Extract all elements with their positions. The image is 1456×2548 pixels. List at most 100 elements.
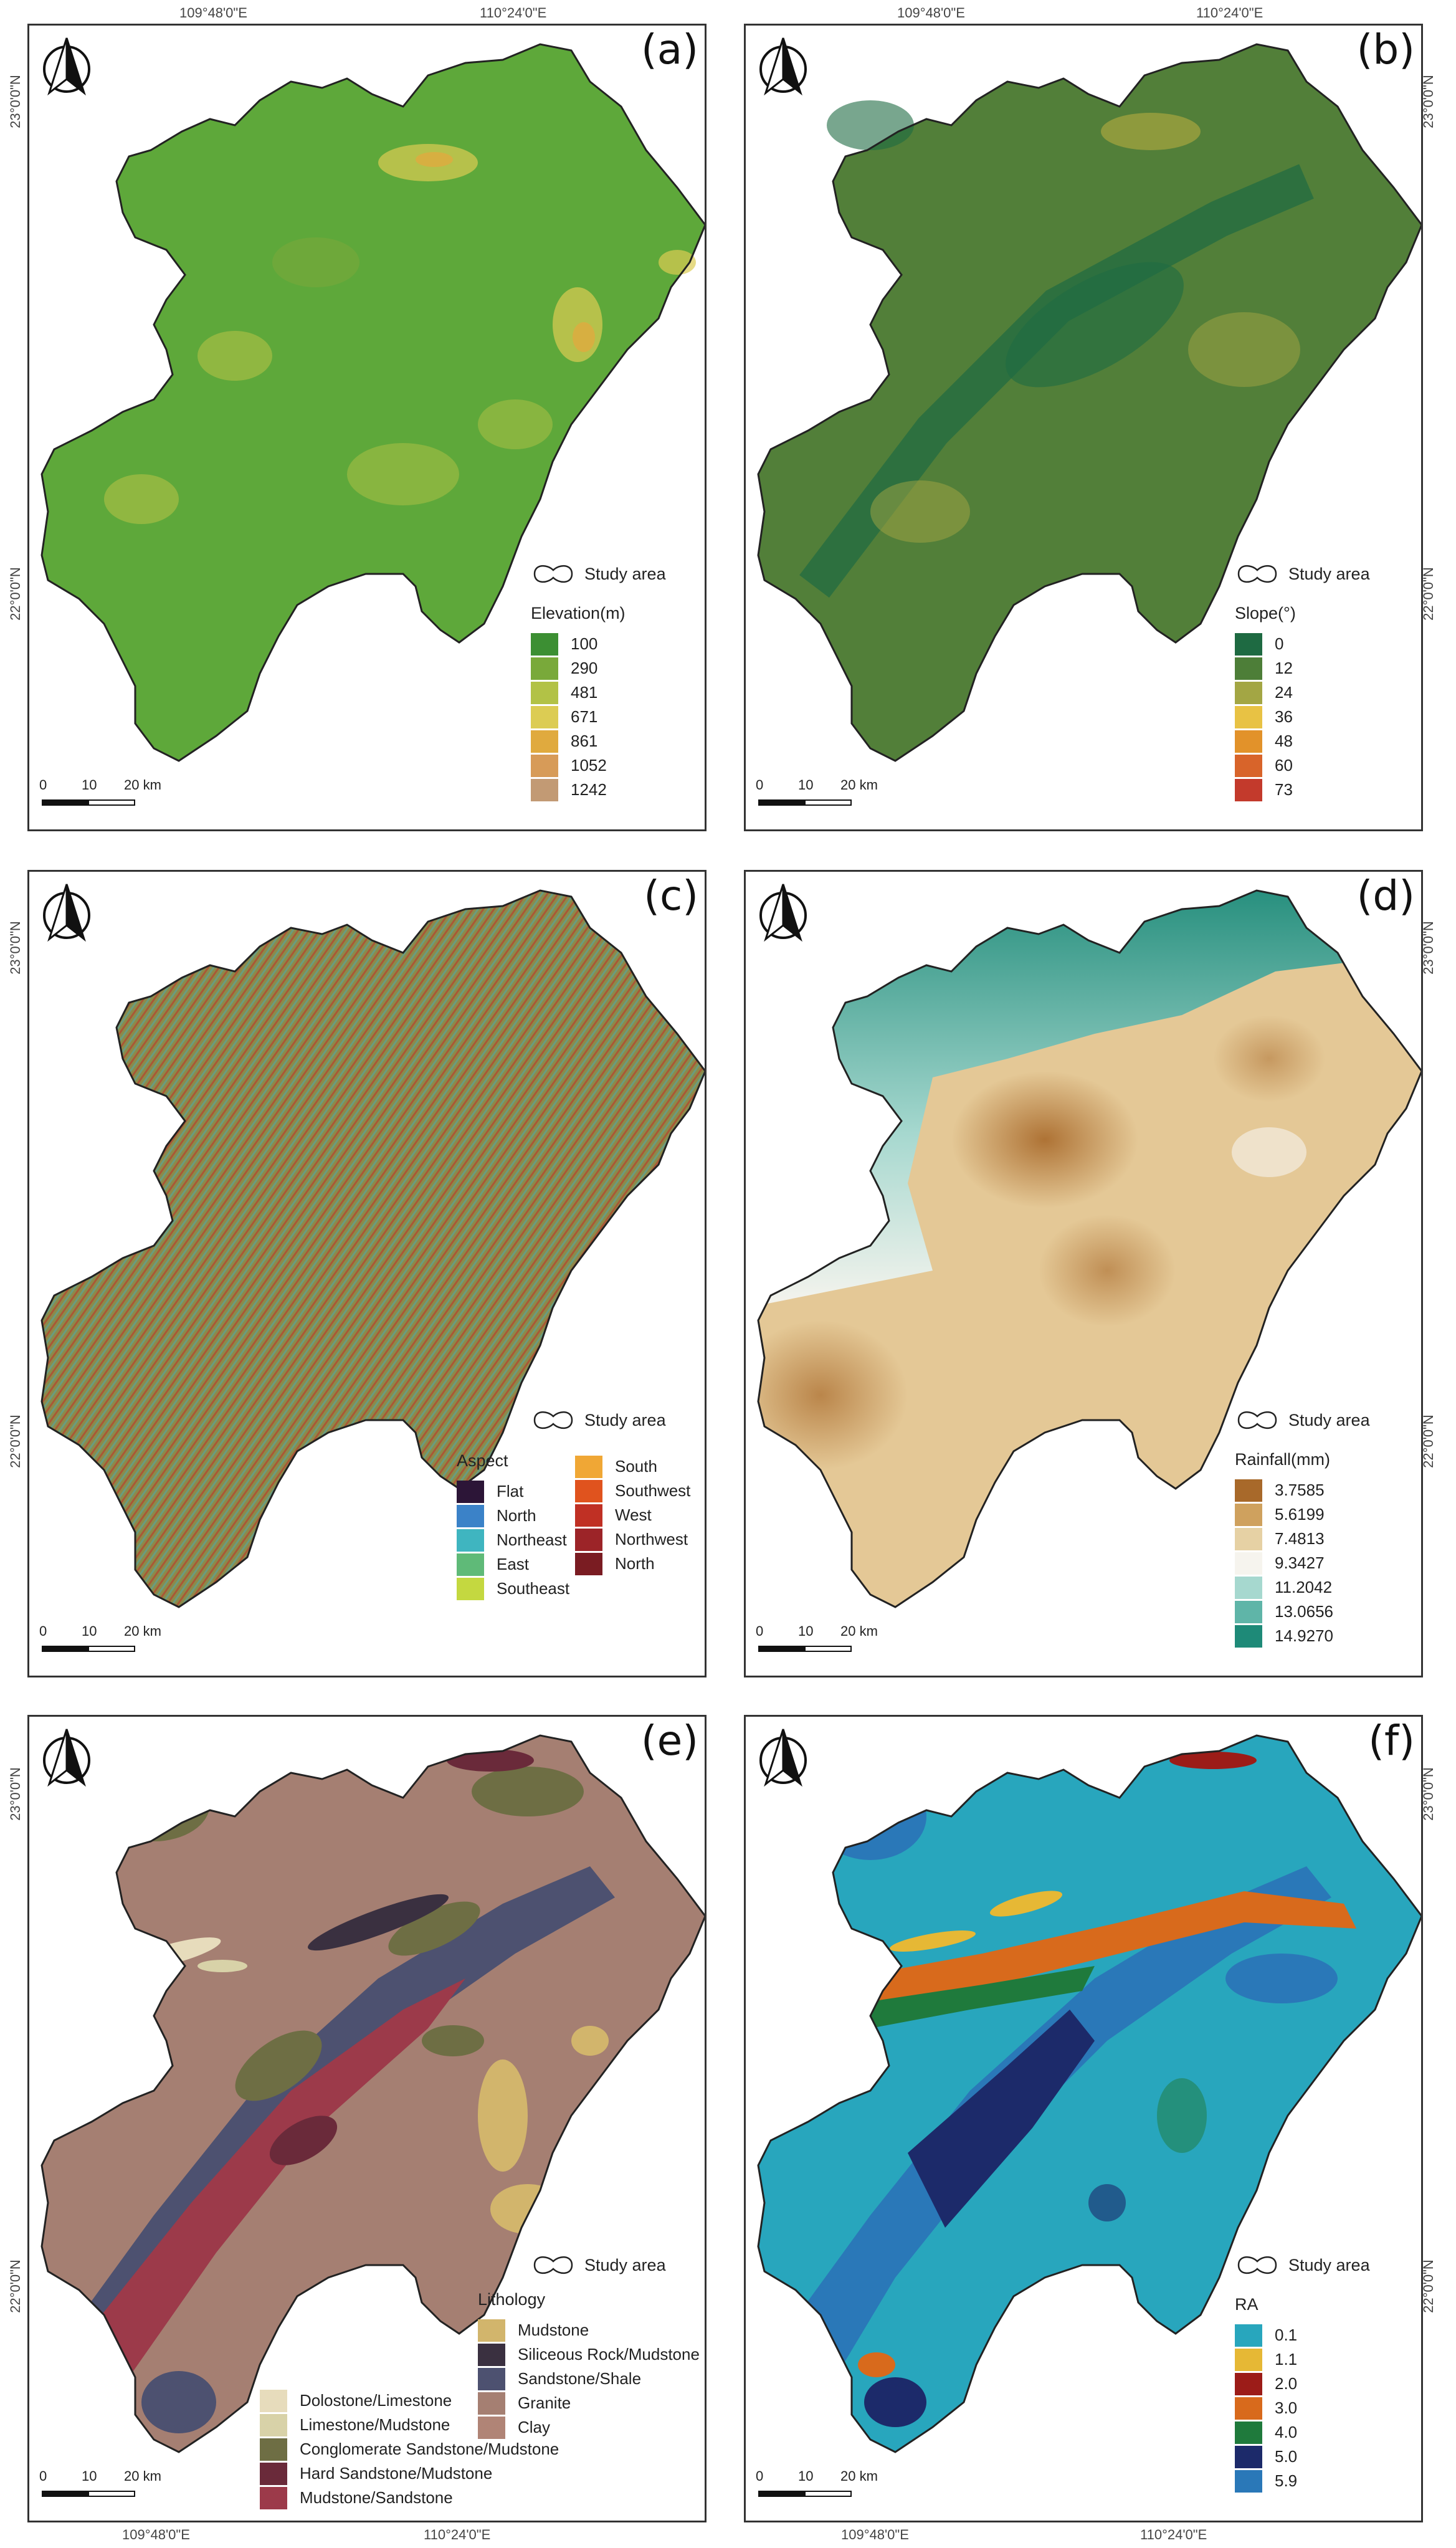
rainfall-legend-label: 13.0656 bbox=[1275, 1602, 1333, 1621]
lithology-legend-row: Siliceous Rock/Mudstone bbox=[478, 2342, 700, 2367]
elevation-legend-label: 671 bbox=[571, 707, 598, 726]
lithology-legend-row: Mudstone/Sandstone bbox=[260, 2486, 559, 2510]
scale-0: 0 bbox=[39, 2468, 47, 2484]
slope-map bbox=[757, 37, 1421, 762]
scale-bar-f: 0 10 20 km bbox=[753, 2468, 878, 2506]
scale-10: 10 bbox=[82, 777, 97, 793]
panel-label-b: (b) bbox=[1356, 26, 1415, 74]
legend-items-a: 100 290 481 671 861 1052 1242 bbox=[531, 632, 626, 802]
rainfall-legend-swatch bbox=[1235, 1479, 1262, 1502]
scale-20: 20 km bbox=[840, 777, 878, 793]
lithology-legend-swatch bbox=[260, 2462, 287, 2485]
panel-label-f: (f) bbox=[1368, 1717, 1415, 1765]
aspect-legend-label: North bbox=[615, 1554, 655, 1573]
slope-legend-label: 24 bbox=[1275, 683, 1293, 702]
rainfall-map bbox=[757, 884, 1421, 1608]
study-area-label: Study area bbox=[1288, 1410, 1370, 1429]
aspect-legend-label: North bbox=[497, 1506, 536, 1525]
aspect-legend-row: Northwest bbox=[575, 1527, 690, 1552]
scale-bar-b: 0 10 20 km bbox=[753, 777, 878, 814]
lithology-legend-swatch bbox=[260, 2438, 287, 2461]
lithology-legend-swatch bbox=[478, 2367, 505, 2390]
rainfall-legend-row: 3.7585 bbox=[1235, 1478, 1333, 1502]
slope-legend-swatch bbox=[1235, 730, 1262, 753]
study-area-label: Study area bbox=[584, 2255, 666, 2274]
lithology-legend-swatch bbox=[260, 2389, 287, 2412]
aspect-legend-row: Southwest bbox=[575, 1479, 690, 1503]
legend-items-b: 0 12 24 36 48 60 73 bbox=[1235, 632, 1296, 802]
lithology-legend-label: Mudstone bbox=[518, 2321, 589, 2339]
slope-legend-swatch bbox=[1235, 705, 1262, 728]
elevation-legend-row: 290 bbox=[531, 656, 626, 680]
legend-e-upper: Lithology Mudstone Siliceous Rock/Mudston… bbox=[478, 2290, 700, 2440]
elevation-legend-swatch bbox=[531, 705, 558, 728]
elevation-legend-row: 861 bbox=[531, 729, 626, 753]
study-area-icon bbox=[1237, 1411, 1277, 1429]
elevation-legend-swatch bbox=[531, 778, 558, 801]
study-area-shape bbox=[757, 889, 1421, 1608]
panel-e-lithology: (e) Study area Lithology Mudstone Siliceo… bbox=[27, 1715, 707, 2522]
lithology-legend-swatch bbox=[478, 2319, 505, 2342]
lithology-legend-row: Limestone/Mudstone bbox=[260, 2413, 559, 2437]
study-area-legend-d: Study area bbox=[1235, 1408, 1370, 1433]
aspect-legend-row: Northeast bbox=[457, 1528, 575, 1552]
lithology-legend-label: Siliceous Rock/Mudstone bbox=[518, 2345, 700, 2364]
top-lon-label-2: 110°24'0"E bbox=[480, 5, 547, 21]
legend-items-e-upper: Mudstone Siliceous Rock/Mudstone Sandstone… bbox=[478, 2318, 700, 2440]
aspect-legend-swatch bbox=[457, 1504, 484, 1527]
aspect-legend-swatch bbox=[457, 1529, 484, 1552]
ra-legend-row: 0.1 bbox=[1235, 2323, 1297, 2347]
aspect-legend-swatch bbox=[575, 1504, 602, 1527]
panel-a-elevation: (a) Study area Elevation(m) 100 290 481 671… bbox=[27, 24, 707, 831]
scale-10: 10 bbox=[798, 1623, 814, 1639]
legend-title-f: RA bbox=[1235, 2295, 1259, 2314]
slope-legend-swatch bbox=[1235, 778, 1262, 801]
lithology-legend-swatch bbox=[260, 2413, 287, 2436]
lat-label-left-e1: 23°0'0"N bbox=[7, 1767, 23, 1821]
ra-legend-swatch bbox=[1235, 2421, 1262, 2444]
panel-label-e: (e) bbox=[640, 1717, 698, 1765]
legend-title-d: Rainfall(mm) bbox=[1235, 1450, 1331, 1469]
bottom-lon-label-4: 110°24'0"E bbox=[1140, 2527, 1207, 2542]
legend-c: Aspect Flat North Northeast East Southeast S… bbox=[457, 1451, 690, 1601]
panel-label-c: (c) bbox=[644, 872, 698, 920]
slope-legend-row: 73 bbox=[1235, 778, 1296, 802]
rainfall-legend-row: 5.6199 bbox=[1235, 1502, 1333, 1527]
slope-legend-label: 0 bbox=[1275, 634, 1284, 653]
panel-c-aspect: (c) Study area Aspect Flat North Northeast… bbox=[27, 870, 707, 1677]
aspect-legend-swatch bbox=[457, 1480, 484, 1503]
elevation-legend-label: 290 bbox=[571, 659, 598, 677]
slope-legend-swatch bbox=[1235, 657, 1262, 680]
study-area-label: Study area bbox=[1288, 2255, 1370, 2274]
legend-e-lower: Dolostone/Limestone Limestone/Mudstone Con… bbox=[260, 2388, 559, 2510]
study-area-icon bbox=[533, 1411, 573, 1429]
rainfall-legend-swatch bbox=[1235, 1625, 1262, 1648]
study-area-icon bbox=[533, 565, 573, 583]
lithology-legend-label: Limestone/Mudstone bbox=[300, 2415, 450, 2434]
lat-label-left-c1: 23°0'0"N bbox=[7, 921, 23, 975]
ra-legend-row: 5.9 bbox=[1235, 2469, 1297, 2493]
aspect-legend-swatch bbox=[575, 1552, 602, 1575]
scale-20: 20 km bbox=[124, 1623, 161, 1639]
aspect-legend-label: Flat bbox=[497, 1482, 524, 1501]
lithology-legend-label: Dolostone/Limestone bbox=[300, 2391, 452, 2410]
lat-label-left-a2: 22°0'0"N bbox=[7, 567, 23, 621]
legend-title-c: Aspect bbox=[457, 1451, 508, 1470]
scale-20: 20 km bbox=[124, 777, 161, 793]
north-arrow-icon bbox=[43, 37, 90, 96]
legend-f: RA 0.1 1.1 2.0 3.0 4.0 5.0 5.9 bbox=[1235, 2295, 1297, 2493]
elevation-legend-swatch bbox=[531, 681, 558, 704]
rainfall-legend-label: 11.2042 bbox=[1275, 1578, 1333, 1596]
rainfall-legend-label: 5.6199 bbox=[1275, 1505, 1325, 1524]
lat-label-left-e2: 22°0'0"N bbox=[7, 2259, 23, 2313]
aspect-map bbox=[40, 884, 705, 1608]
ra-legend-label: 0.1 bbox=[1275, 2326, 1298, 2344]
ra-legend-swatch bbox=[1235, 2372, 1262, 2395]
lithology-legend-row: Sandstone/Shale bbox=[478, 2367, 700, 2391]
rainfall-legend-row: 11.2042 bbox=[1235, 1575, 1333, 1600]
rainfall-legend-swatch bbox=[1235, 1576, 1262, 1599]
top-lon-label-1: 109°48'0"E bbox=[179, 5, 247, 21]
lat-label-left-c2: 22°0'0"N bbox=[7, 1415, 23, 1468]
aspect-legend-label: Southwest bbox=[615, 1481, 691, 1500]
elevation-legend-label: 1052 bbox=[571, 756, 607, 775]
